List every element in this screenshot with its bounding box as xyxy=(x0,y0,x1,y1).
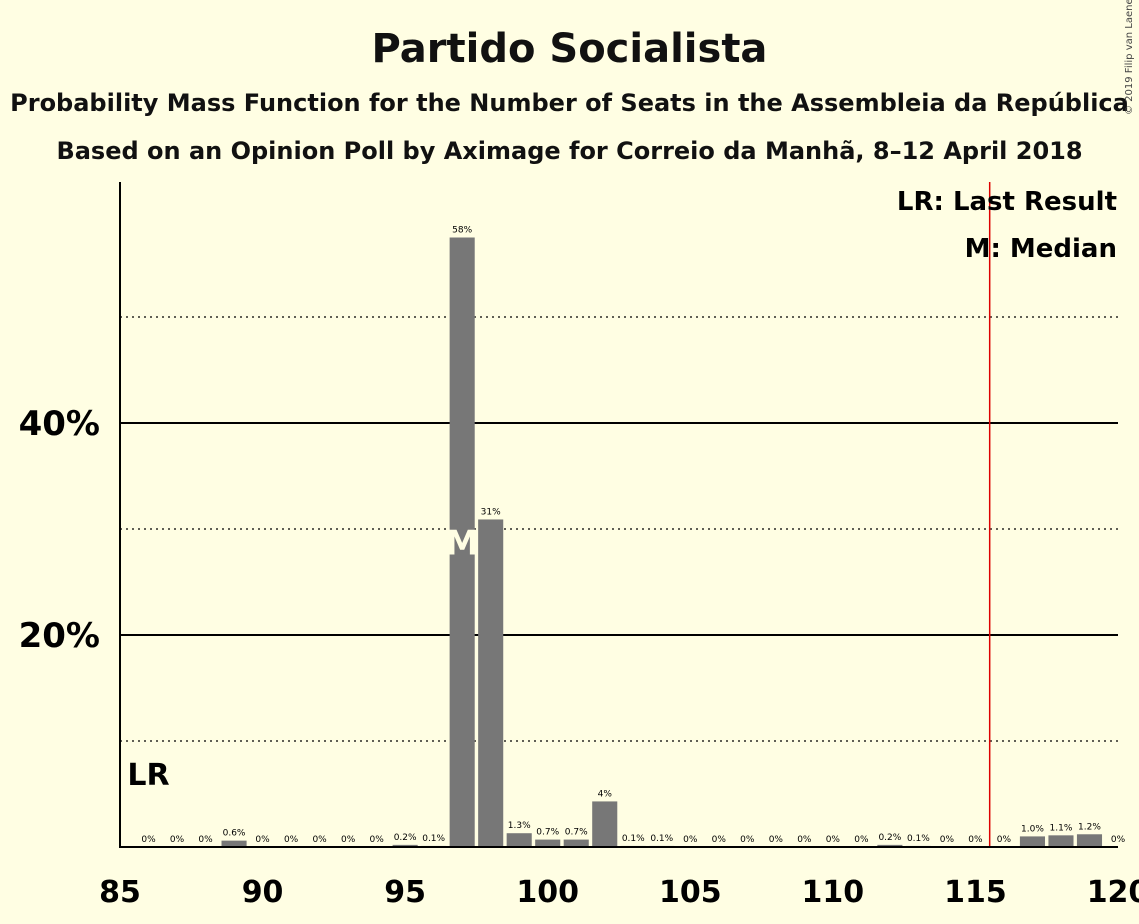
chart-subtitle: Probability Mass Function for the Number… xyxy=(10,89,1129,117)
bar-value-label: 0% xyxy=(769,835,784,845)
bar-value-label: 0% xyxy=(312,835,327,845)
bar-value-label: 58% xyxy=(452,226,472,236)
y-tick-label: 40% xyxy=(19,404,100,444)
bar-value-label: 0.1% xyxy=(422,834,445,844)
bar xyxy=(221,840,247,847)
x-tick-label: 115 xyxy=(944,875,1007,910)
bar xyxy=(877,844,903,847)
y-tick-label: 20% xyxy=(19,616,100,656)
bar-value-label: 0.2% xyxy=(394,833,417,843)
bar xyxy=(392,844,418,847)
x-tick-label: 110 xyxy=(802,875,865,910)
x-tick-label: 100 xyxy=(516,875,579,910)
bar-value-label: 31% xyxy=(481,507,501,517)
bar-value-label: 0% xyxy=(198,835,213,845)
bar-value-label: 0% xyxy=(940,835,955,845)
chart-title: Partido Socialista xyxy=(371,26,768,72)
x-tick-label: 105 xyxy=(659,875,722,910)
bar-value-label: 0.1% xyxy=(650,834,673,844)
x-tick-label: 95 xyxy=(384,875,426,910)
bar-value-label: 0% xyxy=(997,835,1012,845)
bar xyxy=(449,237,475,847)
bar xyxy=(1076,834,1103,847)
median-marker: M xyxy=(445,523,479,563)
x-tick-label: 120 xyxy=(1087,875,1139,910)
bar-value-label: 0.1% xyxy=(907,834,930,844)
bar-value-label: 0% xyxy=(141,835,156,845)
bar-value-label: 0.6% xyxy=(223,829,246,839)
bar-value-label: 0% xyxy=(369,835,384,845)
x-tick-label: 90 xyxy=(242,875,284,910)
bar-value-label: 0% xyxy=(1111,835,1126,845)
bar-value-label: 1.0% xyxy=(1021,824,1044,834)
bar-value-label: 0% xyxy=(797,835,812,845)
bar xyxy=(506,833,532,847)
x-tick-label: 85 xyxy=(99,875,141,910)
bar-value-label: 0% xyxy=(826,835,841,845)
bar xyxy=(592,801,618,847)
bar-value-label: 0% xyxy=(255,835,270,845)
bar xyxy=(1048,835,1074,847)
bar-value-label: 1.3% xyxy=(508,821,531,831)
bar xyxy=(563,839,589,847)
bar-value-label: 0% xyxy=(284,835,299,845)
bar-value-label: 0% xyxy=(170,835,185,845)
bar-value-label: 0% xyxy=(712,835,727,845)
bar-value-label: 0% xyxy=(854,835,869,845)
bar-value-label: 0% xyxy=(683,835,698,845)
bar-value-label: 4% xyxy=(598,789,613,799)
bar xyxy=(478,519,504,847)
chart-subtitle-source: Based on an Opinion Poll by Aximage for … xyxy=(56,137,1083,165)
bar-value-label: 0% xyxy=(740,835,755,845)
bar xyxy=(1019,836,1046,847)
bar-value-label: 0.7% xyxy=(536,828,559,838)
legend-entry: LR: Last Result xyxy=(897,187,1117,217)
bar-value-label: 0% xyxy=(968,835,983,845)
bar xyxy=(535,839,561,847)
bar-value-label: 1.1% xyxy=(1050,823,1073,833)
legend-entry: M: Median xyxy=(965,234,1117,264)
bar-value-label: 1.2% xyxy=(1078,822,1101,832)
bar-value-label: 0.7% xyxy=(565,828,588,838)
bar-value-label: 0.2% xyxy=(878,833,901,843)
bar-value-label: 0.1% xyxy=(622,834,645,844)
bar-value-label: 0% xyxy=(341,835,356,845)
last-result-marker: LR xyxy=(127,758,169,793)
